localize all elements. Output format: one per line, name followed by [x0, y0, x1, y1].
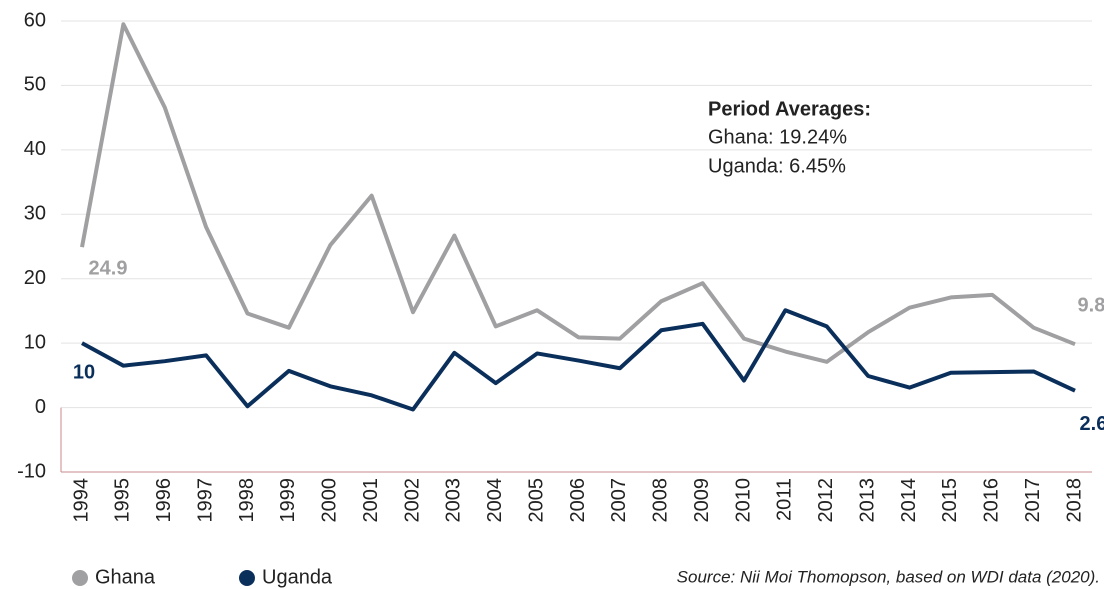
- y-tick-label: 60: [24, 9, 46, 31]
- legend-marker: [239, 570, 255, 586]
- x-tick-label: 2014: [898, 478, 920, 523]
- data-label: 24.9: [89, 257, 128, 279]
- annotation-line: Ghana: 19.24%: [708, 126, 847, 148]
- x-tick-label: 2011: [774, 478, 796, 521]
- x-tick-label: 2009: [691, 478, 713, 523]
- y-tick-label: 10: [24, 331, 46, 353]
- y-tick-label: 20: [24, 267, 46, 289]
- x-tick-label: 2013: [856, 478, 878, 523]
- x-tick-label: 2003: [443, 478, 465, 523]
- x-tick-label: 2017: [1022, 478, 1044, 523]
- source: Source: Nii Moi Thomopson, based on WDI …: [677, 567, 1100, 586]
- x-tick-label: 1996: [153, 478, 175, 523]
- x-tick-label: 2012: [815, 478, 837, 523]
- x-tick-label: 2001: [360, 478, 382, 523]
- y-tick-label: 0: [35, 396, 46, 418]
- x-tick-label: 2005: [525, 478, 547, 523]
- x-tick-label: 2018: [1063, 478, 1085, 523]
- series-line: [81, 308, 1076, 412]
- y-tick-label: 50: [24, 74, 46, 96]
- x-tick-label: 2016: [981, 478, 1003, 523]
- data-label: 10: [73, 361, 95, 383]
- series-line: [80, 22, 1076, 364]
- data-label: 2.62: [1080, 413, 1104, 435]
- legend-label: Uganda: [262, 566, 333, 588]
- x-tick-label: 2000: [319, 478, 341, 523]
- x-tick-label: 1998: [236, 478, 258, 523]
- x-tick-label: 2008: [650, 478, 672, 523]
- annotation-line: Uganda: 6.45%: [708, 155, 846, 177]
- data-label: 9.84: [1078, 294, 1104, 316]
- x-tick-label: 1994: [70, 478, 92, 523]
- x-tick-label: 1997: [194, 478, 216, 523]
- x-tick-label: 2002: [401, 478, 423, 523]
- x-tick-label: 2015: [939, 478, 961, 523]
- x-tick-label: 2010: [732, 478, 754, 523]
- x-tick-label: 1995: [112, 478, 134, 523]
- x-tick-label: 2006: [567, 478, 589, 523]
- x-tick-label: 2004: [484, 478, 506, 523]
- y-tick-label: -10: [17, 460, 46, 482]
- y-tick-label: 40: [24, 138, 46, 160]
- annotation-title: Period Averages:: [708, 98, 871, 120]
- x-tick-label: 2007: [608, 478, 630, 523]
- legend-marker: [72, 570, 88, 586]
- y-tick-label: 30: [24, 203, 46, 225]
- x-tick-label: 1999: [277, 478, 299, 523]
- legend-label: Ghana: [95, 566, 156, 588]
